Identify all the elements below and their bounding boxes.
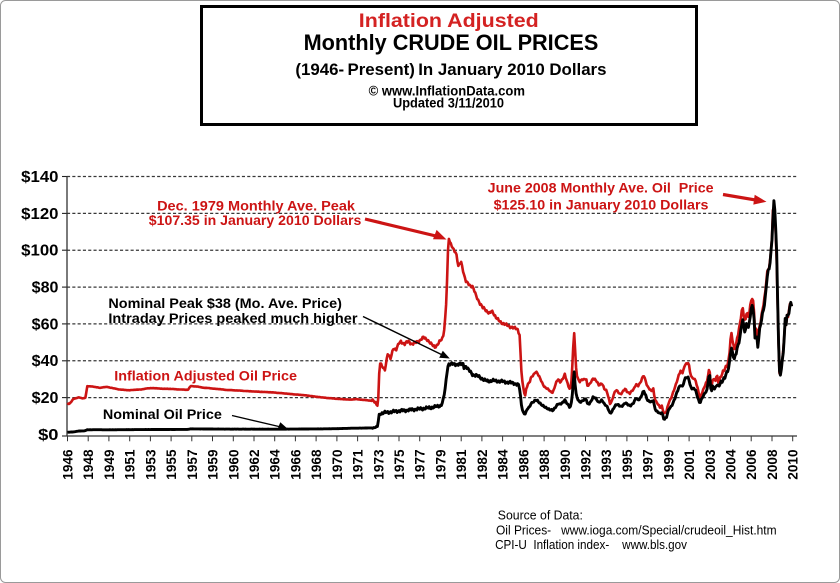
- svg-text:$100: $100: [21, 243, 58, 260]
- svg-text:$107.35 in January 2010 Dollar: $107.35 in January 2010 Dollars: [149, 213, 361, 228]
- svg-text:$140: $140: [21, 169, 58, 186]
- svg-text:1970: 1970: [329, 449, 345, 479]
- svg-text:1968: 1968: [308, 449, 324, 479]
- svg-text:$0: $0: [38, 427, 58, 444]
- svg-text:1948: 1948: [80, 449, 96, 479]
- svg-text:Intraday Prices peaked much hi: Intraday Prices peaked much higher: [108, 311, 358, 326]
- svg-text:1990: 1990: [557, 449, 573, 479]
- svg-text:1949: 1949: [101, 449, 117, 479]
- svg-text:1962: 1962: [246, 449, 262, 479]
- svg-text:$120: $120: [21, 206, 58, 223]
- svg-text:1955: 1955: [163, 449, 179, 479]
- svg-text:1964: 1964: [267, 449, 283, 479]
- svg-text:2003: 2003: [702, 449, 718, 479]
- svg-text:1977: 1977: [412, 449, 428, 479]
- svg-text:2010: 2010: [785, 449, 801, 479]
- svg-text:1971: 1971: [350, 449, 366, 479]
- svg-text:2006: 2006: [743, 449, 759, 479]
- svg-text:$60: $60: [32, 316, 59, 333]
- svg-text:1999: 1999: [660, 449, 676, 479]
- svg-text:© www.InflationData.com: © www.InflationData.com: [369, 83, 525, 98]
- svg-text:1984: 1984: [495, 449, 511, 479]
- svg-text:1988: 1988: [536, 449, 552, 479]
- svg-text:$125.10 in January 2010 Dollar: $125.10 in January 2010 Dollars: [494, 197, 709, 212]
- svg-text:(1946- Present) In January 201: (1946- Present) In January 2010 Dollars: [295, 60, 606, 79]
- svg-text:$20: $20: [32, 390, 59, 407]
- svg-text:1966: 1966: [287, 449, 303, 479]
- svg-text:1981: 1981: [453, 449, 469, 479]
- svg-text:1953: 1953: [142, 449, 158, 479]
- svg-text:Source of Data:: Source of Data:: [498, 508, 583, 523]
- svg-text:1993: 1993: [598, 449, 614, 479]
- svg-text:Nominal Peak $38 (Mo. Ave. Pri: Nominal Peak $38 (Mo. Ave. Price): [108, 296, 342, 311]
- svg-text:Updated 3/11/2010: Updated 3/11/2010: [393, 95, 504, 110]
- svg-text:1986: 1986: [515, 449, 531, 479]
- svg-text:1979: 1979: [433, 449, 449, 479]
- svg-text:CPI-U Inflation index- www: CPI-U Inflation index- www.bls.gov: [495, 537, 687, 552]
- svg-text:$40: $40: [32, 353, 59, 370]
- svg-text:2004: 2004: [723, 449, 739, 479]
- svg-text:1951: 1951: [122, 449, 138, 479]
- svg-text:1946: 1946: [60, 449, 76, 479]
- svg-text:1997: 1997: [640, 449, 656, 479]
- svg-text:Oil Prices- www.ioga.com/Spe: Oil Prices- www.ioga.com/Special/crudeoi…: [496, 522, 777, 537]
- svg-text:1959: 1959: [205, 449, 221, 479]
- svg-text:1995: 1995: [619, 449, 635, 479]
- svg-text:1973: 1973: [370, 449, 386, 479]
- svg-text:2008: 2008: [764, 449, 780, 479]
- svg-text:1975: 1975: [391, 449, 407, 479]
- svg-text:Inflation Adjusted: Inflation Adjusted: [359, 11, 539, 32]
- svg-text:Nominal Oil Price: Nominal Oil Price: [103, 407, 223, 422]
- svg-text:1982: 1982: [474, 449, 490, 479]
- svg-text:$80: $80: [32, 280, 59, 297]
- svg-text:Dec. 1979 Monthly Ave. Peak: Dec. 1979 Monthly Ave. Peak: [157, 199, 355, 214]
- svg-text:1992: 1992: [578, 449, 594, 479]
- svg-text:1957: 1957: [184, 449, 200, 479]
- svg-text:June 2008 Monthly Ave. Oil Pr: June 2008 Monthly Ave. Oil Price: [488, 181, 714, 196]
- svg-text:1960: 1960: [225, 449, 241, 479]
- svg-text:Inflation Adjusted Oil Price: Inflation Adjusted Oil Price: [114, 369, 297, 384]
- svg-text:Monthly CRUDE OIL PRICES: Monthly CRUDE OIL PRICES: [304, 30, 599, 55]
- svg-text:2001: 2001: [681, 449, 697, 479]
